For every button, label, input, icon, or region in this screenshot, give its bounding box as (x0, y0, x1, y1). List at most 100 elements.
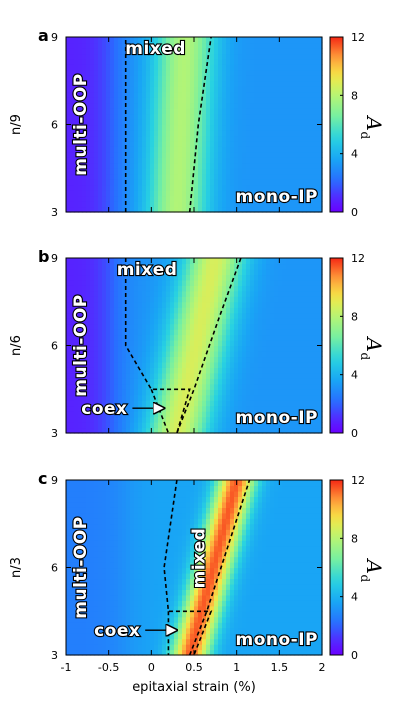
heatmap-cell (98, 394, 103, 401)
heatmap-cell (114, 578, 119, 585)
heatmap-cell (142, 47, 147, 55)
heatmap-cell (122, 86, 127, 93)
heatmap-cell (66, 490, 71, 498)
heatmap-cell (282, 184, 287, 191)
heatmap-cell (94, 616, 99, 623)
heatmap-cell (198, 75, 203, 82)
heatmap-cell (106, 345, 111, 352)
heatmap-cell (118, 551, 123, 558)
heatmap-cell (134, 285, 139, 292)
heatmap-cell (210, 124, 215, 131)
heatmap-cell (206, 356, 211, 363)
heatmap-cell (298, 91, 303, 98)
heatmap-cell (234, 179, 239, 186)
heatmap-cell (98, 416, 103, 423)
heatmap-cell (86, 318, 91, 325)
heatmap-cell (278, 64, 283, 71)
heatmap-cell (102, 184, 107, 191)
heatmap-cell (146, 616, 151, 623)
heatmap-cell (298, 296, 303, 303)
heatmap-cell (238, 157, 243, 164)
heatmap-cell (190, 296, 195, 303)
heatmap-cell (98, 113, 103, 120)
heatmap-cell (74, 633, 79, 640)
heatmap-cell (82, 394, 87, 401)
heatmap-cell (78, 633, 83, 640)
heatmap-cell (114, 285, 119, 292)
heatmap-cell (134, 496, 139, 503)
heatmap-cell (122, 312, 127, 319)
heatmap-cell (158, 556, 163, 563)
heatmap-cell (166, 119, 171, 126)
heatmap-cell (78, 594, 83, 601)
heatmap-cell (286, 151, 291, 158)
heatmap-cell (222, 389, 227, 396)
heatmap-cell (106, 58, 111, 65)
heatmap-cell (242, 345, 247, 352)
heatmap-cell (142, 367, 147, 374)
heatmap-cell (130, 551, 135, 558)
heatmap-cell (66, 334, 71, 341)
heatmap-cell (122, 523, 127, 530)
heatmap-cell (302, 296, 307, 303)
heatmap-cell (82, 589, 87, 596)
heatmap-cell (90, 589, 95, 596)
heatmap-cell (278, 290, 283, 297)
heatmap-cell (258, 372, 263, 379)
heatmap-cell (242, 400, 247, 407)
heatmap-cell (238, 168, 243, 175)
heatmap-cell (222, 356, 227, 363)
heatmap-cell (166, 179, 171, 186)
heatmap-cell (218, 37, 223, 44)
heatmap-cell (134, 361, 139, 368)
heatmap-cell (182, 129, 187, 137)
heatmap-cell (310, 206, 315, 213)
heatmap-cell (182, 361, 187, 368)
heatmap-cell (262, 135, 267, 142)
heatmap-cell (150, 75, 155, 82)
heatmap-cell (130, 129, 135, 137)
heatmap-cell (90, 490, 95, 498)
heatmap-cell (318, 206, 323, 213)
heatmap-cell (302, 290, 307, 297)
heatmap-cell (102, 356, 107, 363)
heatmap-cell (242, 329, 247, 336)
heatmap-cell (150, 58, 155, 65)
heatmap-cell (70, 129, 75, 137)
heatmap-cell (230, 184, 235, 191)
heatmap-cell (230, 58, 235, 65)
heatmap-cell (254, 416, 259, 423)
heatmap-cell (306, 422, 311, 429)
heatmap-cell (114, 119, 119, 126)
heatmap-cell (118, 80, 123, 87)
heatmap-cell (278, 274, 283, 281)
heatmap-cell (178, 173, 183, 180)
heatmap-cell (246, 416, 251, 423)
heatmap-cell (298, 80, 303, 87)
heatmap-cell (170, 37, 175, 44)
heatmap-cell (66, 649, 71, 656)
heatmap-cell (170, 80, 175, 87)
heatmap-cell (298, 340, 303, 347)
heatmap-cell (278, 301, 283, 308)
heatmap-cell (274, 80, 279, 87)
heatmap-cell (166, 146, 171, 153)
heatmap-cell (262, 58, 267, 65)
heatmap-cell (142, 594, 147, 601)
heatmap-cell (218, 173, 223, 180)
heatmap-cell (78, 162, 83, 169)
heatmap-cell (154, 86, 159, 93)
heatmap-cell (90, 512, 95, 519)
heatmap-cell (206, 146, 211, 153)
heatmap-cell (134, 64, 139, 71)
heatmap-cell (126, 633, 131, 640)
heatmap-cell (230, 329, 235, 336)
heatmap-cell (226, 279, 231, 286)
heatmap-cell (106, 201, 111, 208)
heatmap-cell (158, 534, 163, 541)
heatmap-cell (102, 340, 107, 347)
heatmap-cell (270, 296, 275, 303)
heatmap-cell (82, 258, 87, 265)
heatmap-cell (82, 162, 87, 169)
heatmap-cell (130, 427, 135, 434)
